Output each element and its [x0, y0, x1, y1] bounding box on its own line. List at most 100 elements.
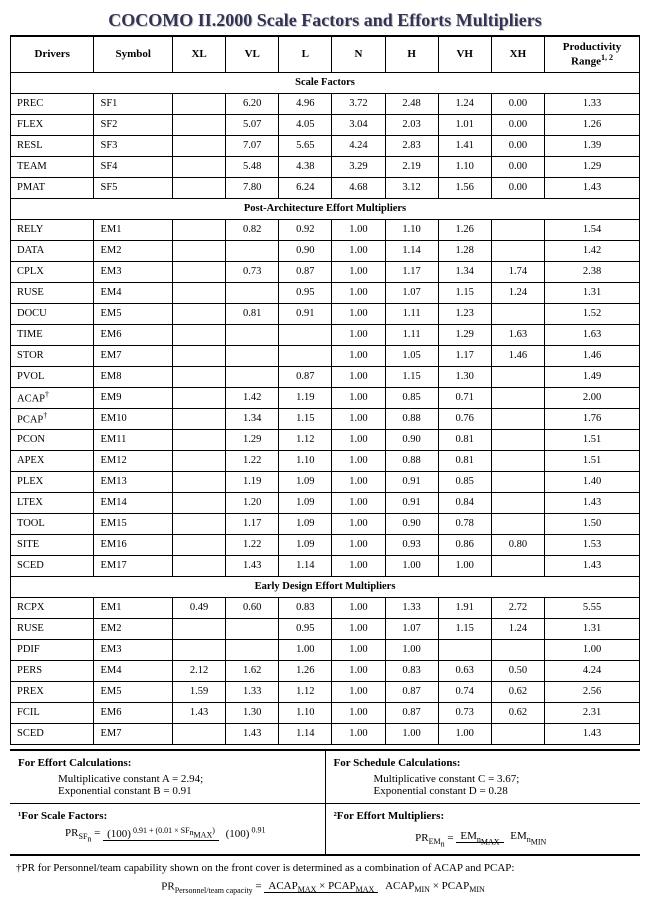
value-cell: 7.07 — [226, 135, 279, 156]
value-cell: 1.34 — [226, 408, 279, 429]
symbol-cell: EM4 — [94, 282, 173, 303]
symbol-cell: EM15 — [94, 513, 173, 534]
value-cell: 1.15 — [279, 408, 332, 429]
formula-row-2: ¹For Scale Factors: PRSFn = (100) 0.91 +… — [10, 803, 640, 855]
value-cell: 1.09 — [279, 534, 332, 555]
value-cell: 1.43 — [545, 555, 640, 576]
table-row: PLEXEM131.191.091.000.910.851.40 — [11, 471, 640, 492]
value-cell: 6.24 — [279, 177, 332, 198]
value-cell — [173, 618, 226, 639]
value-cell — [491, 723, 544, 744]
value-cell: 1.12 — [279, 681, 332, 702]
driver-cell: PDIF — [11, 639, 94, 660]
value-cell: 1.00 — [332, 303, 385, 324]
value-cell: 0.88 — [385, 450, 438, 471]
value-cell: 0.80 — [491, 534, 544, 555]
value-cell: 1.26 — [279, 660, 332, 681]
driver-cell: PMAT — [11, 177, 94, 198]
symbol-cell: EM3 — [94, 639, 173, 660]
table-row: PRECSF16.204.963.722.481.240.001.33 — [11, 93, 640, 114]
value-cell: 1.17 — [385, 261, 438, 282]
value-cell — [173, 429, 226, 450]
value-cell: 1.15 — [438, 618, 491, 639]
value-cell: 1.33 — [385, 597, 438, 618]
value-cell — [279, 345, 332, 366]
value-cell — [173, 303, 226, 324]
table-row: SCEDEM71.431.141.001.001.001.43 — [11, 723, 640, 744]
symbol-cell: EM1 — [94, 597, 173, 618]
value-cell: 1.00 — [332, 723, 385, 744]
value-cell — [491, 240, 544, 261]
symbol-cell: EM2 — [94, 618, 173, 639]
symbol-cell: EM1 — [94, 219, 173, 240]
value-cell: 2.31 — [545, 702, 640, 723]
section-header: Post-Architecture Effort Multipliers — [11, 198, 640, 219]
value-cell: 0.95 — [279, 618, 332, 639]
value-cell: 1.00 — [332, 702, 385, 723]
driver-cell: STOR — [11, 345, 94, 366]
value-cell: 1.26 — [438, 219, 491, 240]
symbol-cell: EM7 — [94, 723, 173, 744]
value-cell: 4.38 — [279, 156, 332, 177]
table-row: TIMEEM61.001.111.291.631.63 — [11, 324, 640, 345]
value-cell: 0.87 — [385, 702, 438, 723]
value-cell — [173, 282, 226, 303]
driver-cell: RELY — [11, 219, 94, 240]
value-cell: 1.29 — [438, 324, 491, 345]
value-cell — [226, 366, 279, 387]
value-cell: 1.00 — [332, 429, 385, 450]
value-cell: 1.00 — [332, 366, 385, 387]
value-cell: 1.24 — [491, 282, 544, 303]
col-header: VL — [226, 36, 279, 72]
value-cell: 1.52 — [545, 303, 640, 324]
table-row: APEXEM121.221.101.000.880.811.51 — [11, 450, 640, 471]
col-header: Productivity Range1, 2 — [545, 36, 640, 72]
value-cell: 1.42 — [545, 240, 640, 261]
value-cell: 1.33 — [226, 681, 279, 702]
value-cell: 1.00 — [279, 639, 332, 660]
value-cell: 0.90 — [279, 240, 332, 261]
table-row: PMATSF57.806.244.683.121.560.001.43 — [11, 177, 640, 198]
symbol-cell: EM16 — [94, 534, 173, 555]
value-cell: 0.86 — [438, 534, 491, 555]
value-cell: 1.49 — [545, 366, 640, 387]
value-cell: 1.00 — [385, 639, 438, 660]
value-cell: 0.88 — [385, 408, 438, 429]
value-cell: 1.39 — [545, 135, 640, 156]
formula-row-1: For Effort Calculations: Multiplicative … — [10, 749, 640, 803]
value-cell: 1.62 — [226, 660, 279, 681]
driver-cell: TIME — [11, 324, 94, 345]
value-cell: 1.00 — [332, 450, 385, 471]
value-cell: 1.12 — [279, 429, 332, 450]
value-cell — [491, 513, 544, 534]
value-cell — [226, 345, 279, 366]
symbol-cell: SF2 — [94, 114, 173, 135]
symbol-cell: SF5 — [94, 177, 173, 198]
col-header: VH — [438, 36, 491, 72]
value-cell: 0.90 — [385, 429, 438, 450]
value-cell: 0.91 — [385, 471, 438, 492]
value-cell: 4.05 — [279, 114, 332, 135]
table-row: PERSEM42.121.621.261.000.830.630.504.24 — [11, 660, 640, 681]
value-cell: 1.41 — [438, 135, 491, 156]
value-cell: 1.22 — [226, 450, 279, 471]
value-cell: 7.80 — [226, 177, 279, 198]
value-cell: 1.31 — [545, 618, 640, 639]
symbol-cell: EM7 — [94, 345, 173, 366]
symbol-cell: SF3 — [94, 135, 173, 156]
value-cell — [173, 387, 226, 408]
symbol-cell: EM11 — [94, 429, 173, 450]
table-row: RELYEM10.820.921.001.101.261.54 — [11, 219, 640, 240]
value-cell: 0.78 — [438, 513, 491, 534]
value-cell: 0.95 — [279, 282, 332, 303]
value-cell: 2.72 — [491, 597, 544, 618]
table-row: RCPXEM10.490.600.831.001.331.912.725.55 — [11, 597, 640, 618]
table-row: PDIFEM31.001.001.001.00 — [11, 639, 640, 660]
value-cell: 1.00 — [332, 597, 385, 618]
symbol-cell: EM8 — [94, 366, 173, 387]
value-cell: 1.29 — [545, 156, 640, 177]
driver-cell: RCPX — [11, 597, 94, 618]
driver-cell: CPLX — [11, 261, 94, 282]
driver-cell: FCIL — [11, 702, 94, 723]
value-cell: 0.73 — [226, 261, 279, 282]
